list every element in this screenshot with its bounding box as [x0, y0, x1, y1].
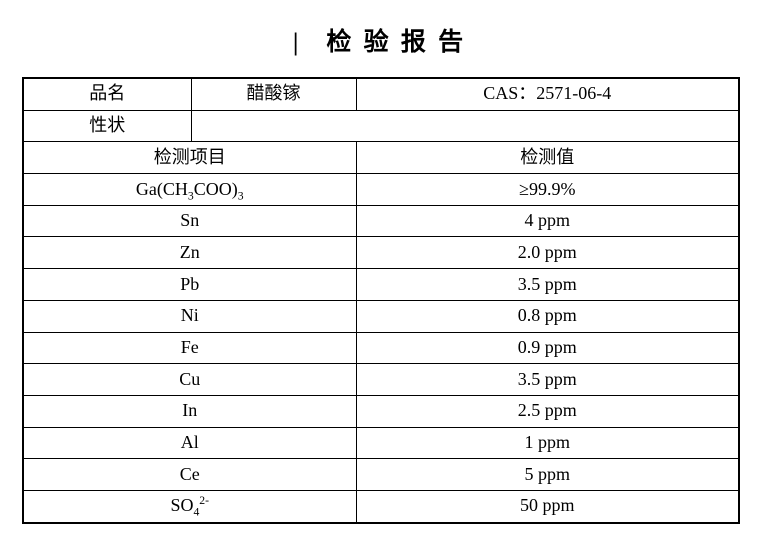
properties-row: 性状 — [22, 109, 740, 143]
test-item-cell: Fe — [22, 331, 357, 365]
test-item-cell: Ce — [22, 458, 357, 491]
test-value-cell: 3.5 ppm — [355, 363, 740, 396]
inspection-report-table: 品名 醋酸镓 CAS：2571-06-4 性状 检测项目 检测值 Ga(CH3C… — [22, 77, 740, 524]
test-value-cell: 5 ppm — [355, 458, 740, 491]
table-row: SO42- 50 ppm — [22, 489, 740, 524]
table-row: Al 1 ppm — [22, 426, 740, 460]
test-value-header-cell: 检测值 — [355, 141, 740, 175]
report-title-text: 检 验 报 告 — [326, 29, 467, 56]
properties-label-cell: 性状 — [22, 109, 192, 143]
table-row: Cu 3.5 ppm — [22, 363, 740, 396]
test-value-cell: 0.8 ppm — [355, 299, 740, 333]
properties-value-cell — [190, 109, 740, 143]
test-item-cell: Ga(CH3COO)3 — [22, 173, 357, 206]
table-row: Pb 3.5 ppm — [22, 268, 740, 301]
title-bar-mark: | — [292, 29, 299, 56]
table-row: Ga(CH3COO)3 ≥99.9% — [22, 173, 740, 206]
test-item-cell: Pb — [22, 268, 357, 301]
table-row: In 2.5 ppm — [22, 394, 740, 428]
test-value-cell: 50 ppm — [355, 489, 740, 524]
test-item-cell: Ni — [22, 299, 357, 333]
test-item-cell: Al — [22, 426, 357, 460]
test-value-cell: 4 ppm — [355, 204, 740, 238]
table-row: Ce 5 ppm — [22, 458, 740, 491]
table-row: Ni 0.8 ppm — [22, 299, 740, 333]
product-cas-cell: CAS：2571-06-4 — [355, 77, 740, 111]
test-value-cell: 1 ppm — [355, 426, 740, 460]
test-value-cell: ≥99.9% — [355, 173, 740, 206]
test-item-header-cell: 检测项目 — [22, 141, 357, 175]
report-title: | 检 验 报 告 — [0, 28, 759, 58]
test-value-cell: 3.5 ppm — [355, 268, 740, 301]
header-row: 检测项目 检测值 — [22, 141, 740, 175]
test-item-cell: In — [22, 394, 357, 428]
product-label-cell: 品名 — [22, 77, 192, 111]
test-item-cell: Zn — [22, 236, 357, 270]
table-row: Fe 0.9 ppm — [22, 331, 740, 365]
test-value-cell: 0.9 ppm — [355, 331, 740, 365]
test-value-cell: 2.0 ppm — [355, 236, 740, 270]
table-row: Sn 4 ppm — [22, 204, 740, 238]
test-item-cell: SO42- — [22, 489, 357, 524]
product-row: 品名 醋酸镓 CAS：2571-06-4 — [22, 77, 740, 111]
test-item-cell: Cu — [22, 363, 357, 396]
product-name-cell: 醋酸镓 — [190, 77, 357, 111]
table-row: Zn 2.0 ppm — [22, 236, 740, 270]
test-item-cell: Sn — [22, 204, 357, 238]
test-value-cell: 2.5 ppm — [355, 394, 740, 428]
